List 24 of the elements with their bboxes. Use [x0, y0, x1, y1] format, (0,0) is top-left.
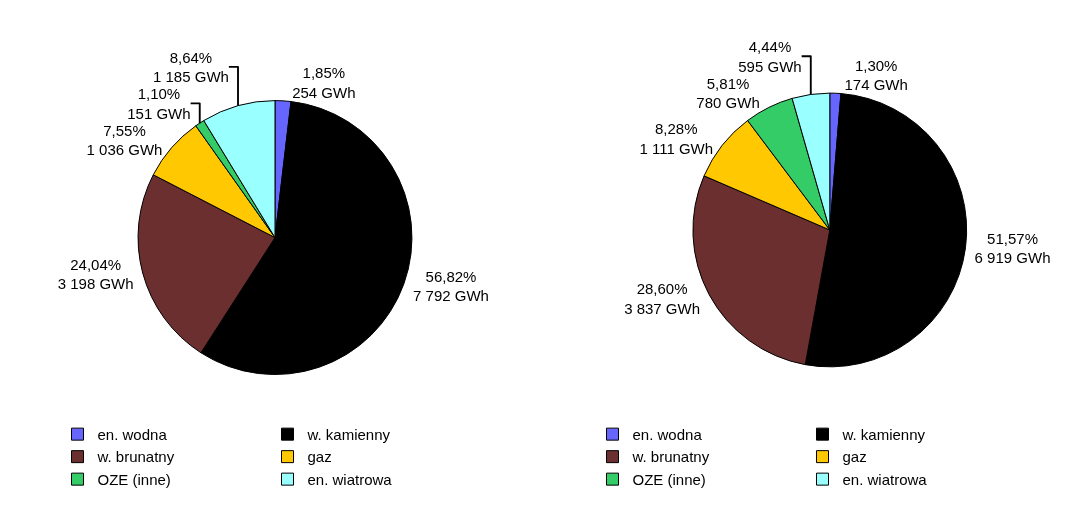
data-label: 8,64% 1 185 GWh	[153, 48, 229, 86]
data-label: 51,57% 6 919 GWh	[974, 229, 1051, 267]
legend-label: w. kamienny	[306, 425, 391, 443]
legend-label: gaz	[842, 448, 867, 466]
legend-label: OZE (inne)	[97, 470, 171, 488]
legend-label: en. wiatrowa	[842, 470, 928, 488]
legend-label: w. kamienny	[841, 425, 926, 443]
legend-label: en. wiatrowa	[307, 470, 393, 488]
legend-label: en. wodna	[632, 425, 703, 443]
data-label: 1,10% 151 GWh	[127, 85, 191, 122]
data-label: 4,44% 595 GWh	[738, 38, 802, 75]
data-label: 8,28% 1 111 GWh	[639, 120, 714, 157]
legend-label: w. brunatny	[96, 448, 175, 466]
data-label: 24,04% 3 198 GWh	[57, 255, 134, 293]
data-label: 7,55% 1 036 GWh	[86, 121, 163, 159]
legend-label: gaz	[307, 448, 332, 466]
legend-label: en. wodna	[97, 425, 168, 443]
legend-label: OZE (inne)	[632, 470, 706, 488]
data-label: 1,85% 254 GWh	[292, 64, 356, 101]
data-label: 28,60% 3 837 GWh	[624, 280, 701, 317]
data-label: 5,81% 780 GWh	[696, 74, 760, 112]
data-label: 1,30% 174 GWh	[844, 56, 908, 94]
legend-label: w. brunatny	[631, 448, 710, 466]
data-label: 56,82% 7 792 GWh	[413, 267, 489, 305]
